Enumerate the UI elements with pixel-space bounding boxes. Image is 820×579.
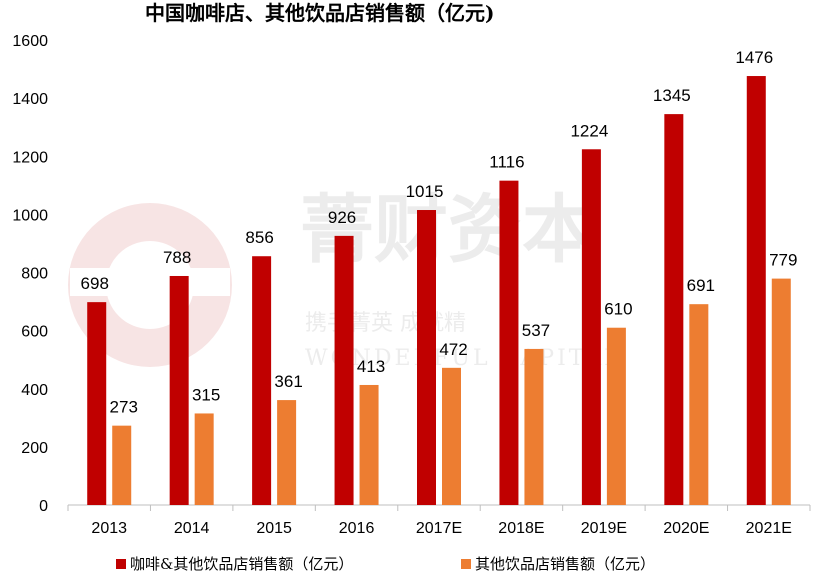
data-label-series-2: 361 [274, 372, 302, 391]
x-tick-label: 2017E [416, 520, 462, 537]
data-labels: 698 788 856 926 1015 1116 1224 1345 1476 273 315 36… [81, 48, 798, 417]
watermark: 菁财资本 携手菁英 成就精 WONDERFUL CAPITAL [68, 187, 622, 371]
y-tick-label: 0 [39, 498, 48, 515]
bar-series-2 [359, 384, 379, 505]
x-tick-label: 2016 [339, 520, 375, 537]
bar-series-2 [771, 278, 791, 505]
bar-series-2 [442, 367, 461, 505]
data-label-series-1: 788 [163, 248, 191, 267]
data-label-series-1: 926 [328, 208, 356, 227]
legend-swatch-series-1 [116, 559, 126, 569]
bars [87, 76, 791, 505]
data-label-series-2: 691 [687, 276, 715, 295]
data-label-series-1: 1116 [489, 153, 524, 172]
y-tick-label: 400 [21, 382, 48, 399]
y-tick-label: 200 [21, 440, 48, 457]
bar-series-1 [252, 256, 272, 505]
y-tick-label: 800 [21, 266, 48, 283]
data-label-series-1: 1476 [735, 48, 773, 67]
bar-series-1 [664, 114, 684, 505]
data-label-series-2: 315 [192, 385, 220, 404]
x-tick-label: 2020E [663, 520, 709, 537]
x-tick-label: 2019E [581, 520, 627, 537]
bar-series-1 [87, 302, 107, 505]
y-tick-label: 1000 [12, 207, 48, 224]
data-label-series-2: 537 [522, 321, 550, 340]
data-label-series-2: 273 [110, 398, 138, 417]
legend-label-series-1: 咖啡&其他饮品店销售额（亿元） [130, 555, 353, 573]
x-axis: 2013 2014 2015 2016 2017E 2018E 2019E 2020E 2021… [67, 504, 811, 537]
x-tick-label: 2014 [174, 520, 210, 537]
data-label-series-1: 856 [245, 228, 273, 247]
bar-series-2 [606, 327, 626, 505]
bar-series-2 [277, 400, 297, 505]
legend-swatch-series-2 [461, 559, 471, 569]
y-tick-label: 600 [21, 324, 48, 341]
legend-label-series-2: 其他饮品店销售额（亿元） [475, 555, 655, 573]
bar-series-1 [499, 180, 519, 505]
data-label-series-1: 1224 [570, 121, 608, 140]
bar-series-1 [581, 149, 601, 505]
x-tick-label: 2015 [256, 520, 292, 537]
watermark-english-text: WONDERFUL CAPITAL [305, 346, 622, 371]
watermark-slogan-text: 携手菁英 成就精 [305, 311, 466, 336]
bar-series-1 [746, 76, 766, 505]
data-label-series-2: 413 [357, 357, 385, 376]
data-label-series-2: 779 [769, 251, 797, 270]
bar-series-1 [334, 235, 354, 505]
x-tick-label: 2018E [498, 520, 544, 537]
x-tick-label: 2013 [91, 520, 127, 537]
bar-series-2 [112, 425, 132, 505]
bar-series-1 [417, 210, 436, 505]
y-tick-label: 1600 [12, 33, 48, 50]
data-label-series-2: 610 [604, 300, 632, 319]
x-tick-label: 2021E [746, 520, 792, 537]
legend: 咖啡&其他饮品店销售额（亿元） 其他饮品店销售额（亿元） [116, 555, 655, 573]
bar-series-2 [194, 413, 214, 505]
bar-series-2 [689, 304, 709, 505]
bar-series-2 [524, 348, 544, 505]
bar-series-1 [169, 275, 189, 505]
data-label-series-1: 698 [81, 274, 109, 293]
y-axis: 0 200 400 600 800 1000 1200 1400 1600 [12, 33, 48, 515]
data-label-series-1: 1345 [653, 86, 691, 105]
data-label-series-1: 1015 [406, 182, 444, 201]
data-label-series-2: 472 [439, 340, 467, 359]
y-tick-label: 1400 [12, 91, 48, 108]
y-tick-label: 1200 [12, 149, 48, 166]
chart-title: 中国咖啡店、其他饮品店销售额（亿元) [145, 1, 494, 25]
